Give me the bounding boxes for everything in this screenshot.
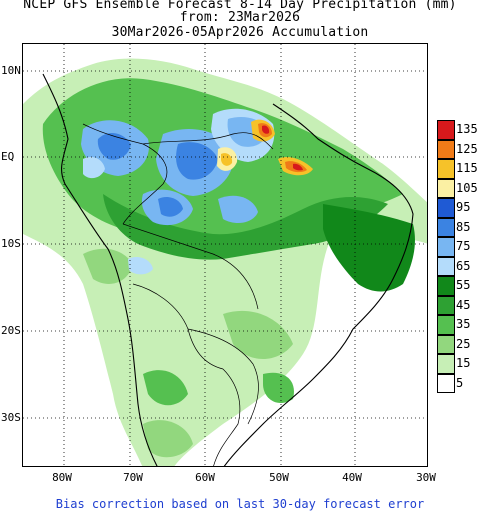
legend-swatch-55 bbox=[437, 276, 455, 296]
lat-label-10n: 10N bbox=[1, 64, 21, 77]
lat-label-30s: 30S bbox=[1, 411, 21, 424]
legend-swatch-5 bbox=[437, 373, 455, 393]
precipitation-map bbox=[22, 43, 428, 467]
precip-shading bbox=[23, 58, 427, 466]
legend-label-45: 45 bbox=[456, 297, 471, 312]
lon-label-50w: 50W bbox=[269, 471, 289, 484]
legend-swatch-135 bbox=[437, 120, 455, 140]
legend-label-75: 75 bbox=[456, 239, 471, 253]
legend-swatch-125 bbox=[437, 139, 455, 159]
legend-label-35: 35 bbox=[456, 317, 471, 331]
legend-label-105: 105 bbox=[456, 180, 478, 195]
legend-label-125: 125 bbox=[456, 141, 478, 156]
country-borders bbox=[82, 123, 274, 466]
map-title: NCEP GFS Ensemble Forecast 8-14 Day Prec… bbox=[23, 0, 457, 12]
legend-label-115: 115 bbox=[456, 161, 478, 175]
forecast-init-date: from: 23Mar2026 bbox=[179, 10, 301, 25]
map-canvas bbox=[23, 44, 427, 466]
legend-swatch-65 bbox=[437, 256, 455, 276]
lat-label-10s: 10S bbox=[1, 237, 21, 250]
legend-swatch-15 bbox=[437, 354, 455, 374]
legend-swatch-35 bbox=[437, 315, 455, 335]
lat-label-20s: 20S bbox=[1, 324, 21, 337]
legend-label-85: 85 bbox=[456, 219, 471, 234]
legend-label-65: 65 bbox=[456, 258, 471, 273]
lon-label-80w: 80W bbox=[52, 471, 72, 484]
legend-swatch-115 bbox=[437, 159, 455, 179]
graticule bbox=[23, 44, 427, 466]
lon-label-30w: 30W bbox=[416, 471, 436, 484]
lon-label-40w: 40W bbox=[342, 471, 362, 484]
legend-swatch-45 bbox=[437, 295, 455, 315]
legend-swatch-75 bbox=[437, 237, 455, 257]
legend-swatch-85 bbox=[437, 217, 455, 237]
lon-label-60w: 60W bbox=[195, 471, 215, 484]
lon-label-70w: 70W bbox=[123, 471, 143, 484]
legend-swatch-25 bbox=[437, 334, 455, 354]
south-america-coastline bbox=[42, 73, 414, 466]
legend-label-135: 135 bbox=[456, 122, 478, 136]
legend-label-5: 5 bbox=[456, 375, 464, 390]
legend-swatch-105 bbox=[437, 178, 455, 198]
legend-label-25: 25 bbox=[456, 336, 471, 351]
legend-swatch-95 bbox=[437, 198, 455, 218]
lat-label-eq: EQ bbox=[1, 150, 15, 163]
accumulation-period: 30Mar2026-05Apr2026 Accumulation bbox=[111, 25, 369, 40]
legend-label-95: 95 bbox=[456, 200, 471, 214]
legend-label-15: 15 bbox=[456, 356, 471, 370]
legend-label-55: 55 bbox=[456, 278, 471, 292]
bias-correction-note: Bias correction based on last 30-day for… bbox=[55, 497, 425, 511]
